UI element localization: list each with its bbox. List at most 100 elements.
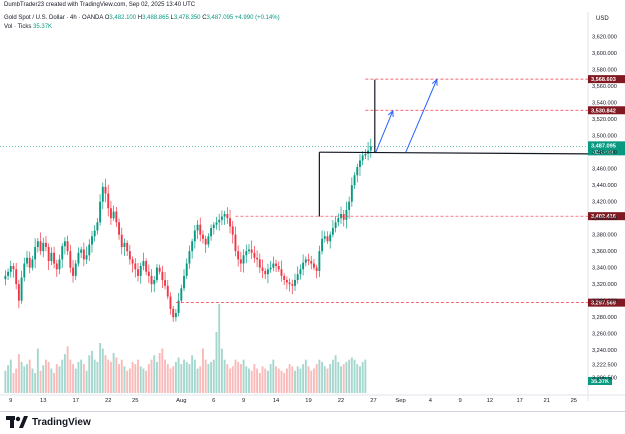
- volume-bar: [58, 366, 61, 393]
- candle-body: [218, 219, 221, 223]
- candle-body: [237, 251, 240, 260]
- candle-body: [245, 251, 248, 256]
- candle-body: [183, 275, 185, 289]
- price-tick-label: 3,260.000: [592, 332, 617, 338]
- candle-body: [323, 236, 326, 239]
- volume-bar: [191, 355, 194, 393]
- time-tick-label: 25: [132, 398, 138, 404]
- arrow-target-2[interactable]: [405, 79, 438, 153]
- candle-body: [93, 230, 96, 237]
- time-tick-label: 12: [487, 398, 493, 404]
- candle-body: [63, 241, 66, 247]
- volume-bar: [202, 348, 204, 393]
- volume-bar: [223, 359, 226, 393]
- volume-bar: [212, 359, 215, 393]
- volume-bar: [147, 364, 150, 393]
- volume-bar: [42, 365, 45, 393]
- candle-body: [20, 277, 23, 301]
- price-tick-label: 3,540.000: [592, 101, 617, 107]
- time-tick-label: 6: [212, 398, 215, 404]
- brand[interactable]: TradingView: [6, 416, 91, 428]
- price-axis[interactable]: USD 3,206.500 3,222.500 3,240.000 3,260.000 3…: [592, 16, 617, 382]
- candle-body: [275, 263, 277, 266]
- candle-body: [307, 259, 310, 262]
- candle-body: [226, 214, 229, 219]
- drawings[interactable]: [318, 78, 589, 217]
- candle-body: [80, 249, 83, 253]
- volume-bar: [74, 368, 77, 393]
- volume-bar: [17, 354, 20, 393]
- candle-body: [266, 269, 269, 275]
- volume-bar: [150, 359, 153, 393]
- price-tick-label: 3,340.000: [592, 266, 617, 272]
- volume-indicator-label[interactable]: Vol · Ticks: [4, 24, 32, 30]
- volume-bar: [239, 364, 242, 393]
- candle-body: [196, 224, 199, 231]
- volume-bar: [131, 361, 134, 393]
- candle-body: [210, 228, 213, 237]
- candle-body: [112, 211, 115, 219]
- time-axis[interactable]: 9 13 17 22 25 Aug 6 9 14 19 22 27 Sep 4 9 12 17 21 25: [9, 398, 577, 404]
- candle-body: [329, 234, 332, 242]
- volume-bar: [353, 359, 356, 393]
- volume-bar: [23, 366, 26, 393]
- volume-bar: [112, 353, 115, 393]
- time-tick-label: Aug: [176, 398, 186, 404]
- volume-bar: [28, 359, 31, 393]
- volume-bar: [248, 368, 250, 393]
- volume-bar: [118, 364, 120, 393]
- volume-bar: [80, 359, 83, 393]
- candle-body: [264, 270, 267, 275]
- volume-bar: [288, 364, 291, 393]
- volume-bar: [72, 364, 74, 393]
- price-axis-unit: USD: [596, 16, 609, 22]
- candle-body: [53, 252, 56, 264]
- candle-body: [348, 201, 351, 210]
- candle-body: [342, 214, 345, 220]
- candle-body: [91, 236, 93, 245]
- candle-body: [161, 271, 164, 281]
- volume-bar: [345, 361, 348, 393]
- arrow-target-1[interactable]: [375, 110, 394, 153]
- candle-body: [9, 266, 12, 272]
- time-tick-label: 13: [40, 398, 46, 404]
- volume-bar: [120, 359, 123, 393]
- level-price-label: 3,568.603: [591, 77, 616, 83]
- volume-bar: [277, 368, 280, 393]
- volume-bar: [234, 359, 237, 393]
- chart-credit: DumbTrader23 created with TradingView.co…: [4, 2, 196, 8]
- volume-bar: [350, 357, 353, 393]
- close-label: C: [202, 15, 207, 21]
- volume-value-tag: [588, 377, 612, 385]
- volume-bar: [329, 364, 332, 393]
- level-price-label: 3,297.569: [591, 301, 616, 307]
- support-horizontal-line[interactable]: [319, 151, 589, 155]
- volume-bar: [321, 361, 324, 393]
- volume-bar: [280, 370, 283, 393]
- candle-body: [261, 267, 264, 271]
- volume-bar: [245, 366, 248, 393]
- volume-bar: [69, 359, 72, 393]
- volume-bar: [66, 346, 69, 393]
- candle-body: [34, 247, 37, 260]
- price-tick-label: 3,300.000: [592, 299, 617, 305]
- level-price-label: 3,530.842: [591, 108, 616, 114]
- candle-body: [188, 251, 191, 264]
- time-tick-label: 17: [73, 398, 79, 404]
- candle-body: [39, 241, 42, 252]
- high-value: 3,488.865: [142, 15, 169, 21]
- volume-bar: [91, 350, 93, 393]
- volume-bar: [183, 359, 185, 393]
- candle-body: [17, 284, 20, 301]
- volume-bar: [196, 368, 199, 393]
- price-tick-label: 3,240.000: [592, 348, 617, 354]
- volume-bar: [250, 370, 253, 393]
- symbol-title[interactable]: Gold Spot / U.S. Dollar · 4h · OANDA: [4, 15, 104, 21]
- brand-name: TradingView: [32, 416, 91, 428]
- candle-body: [150, 275, 153, 285]
- candle-body: [69, 251, 72, 268]
- horizontal-levels[interactable]: 3,568.603 3,530.842 3,402.416 3,297.569 3,48…: [0, 75, 625, 385]
- candle-body: [199, 224, 202, 235]
- volume-info-line: Vol · Ticks 35.37K: [4, 24, 52, 30]
